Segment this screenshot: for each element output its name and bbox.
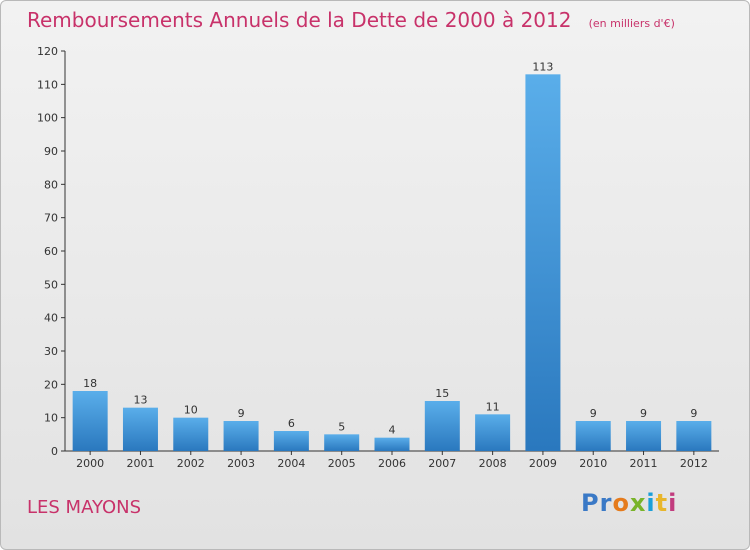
y-tick-label: 70 [44,212,58,225]
bar [374,437,410,451]
x-tick-label: 2009 [529,457,557,470]
bar [525,74,561,451]
data-label: 11 [486,400,500,413]
x-tick-label: 2011 [630,457,658,470]
data-label: 5 [338,420,345,433]
y-tick-label: 90 [44,145,58,158]
commune-name: LES MAYONS [27,497,142,518]
y-tick-label: 30 [44,345,58,358]
bar [475,414,511,451]
data-label: 9 [238,407,245,420]
data-label: 113 [532,60,553,73]
y-tick-label: 40 [44,312,58,325]
x-axis: 2000 2001 2002 2003 2004 2005 2006 2007 2008 2009… [65,450,719,470]
x-tick-label: 2012 [680,457,708,470]
logo-part: i [646,489,656,517]
bar [273,431,309,451]
proxiti-logo: Proxiti [581,489,677,517]
bar [173,417,209,451]
x-tick-label: 2004 [277,457,305,470]
bar [424,401,460,451]
bar [324,434,360,451]
bar [223,421,259,451]
y-tick-label: 110 [37,78,58,91]
logo-part: t [655,489,669,517]
chart-title-text: Remboursements Annuels de la Dette de 20… [27,8,572,32]
y-tick-label: 80 [44,178,58,191]
bar [626,421,662,451]
x-tick-label: 2003 [227,457,255,470]
x-tick-label: 2000 [76,457,104,470]
y-tick-label: 100 [37,112,58,125]
bar [676,421,712,451]
logo-part: x [629,489,647,517]
data-label: 10 [184,404,198,417]
y-tick-label: 20 [44,378,58,391]
x-tick-label: 2007 [428,457,456,470]
x-tick-label: 2001 [126,457,154,470]
logo-part: i [668,489,678,517]
logo-part: Pr [581,489,613,517]
bars: 18 13 10 9 6 5 4 15 11 113 9 9 9 [72,60,712,451]
data-label: 9 [690,407,697,420]
x-tick-label: 2006 [378,457,406,470]
x-tick-label: 2008 [479,457,507,470]
data-label: 9 [590,407,597,420]
x-tick-label: 2002 [177,457,205,470]
bar [72,391,108,451]
chart-title: Remboursements Annuels de la Dette de 20… [27,8,675,32]
bar [575,421,611,451]
y-axis: 0 10 20 30 40 50 60 70 80 90 100 110 120 [37,45,66,458]
data-label: 15 [435,387,449,400]
x-tick-label: 2005 [328,457,356,470]
data-label: 18 [83,377,97,390]
y-tick-label: 10 [44,412,58,425]
logo-part: o [612,489,630,517]
bar [122,407,158,451]
data-label: 9 [640,407,647,420]
data-label: 6 [288,417,295,430]
data-label: 13 [133,394,147,407]
data-label: 4 [389,424,396,437]
y-tick-label: 120 [37,45,58,58]
x-tick-label: 2010 [579,457,607,470]
y-tick-label: 60 [44,245,58,258]
chart-unit: (en milliers d'€) [588,17,675,30]
y-tick-label: 50 [44,278,58,291]
y-tick-label: 0 [51,445,58,458]
